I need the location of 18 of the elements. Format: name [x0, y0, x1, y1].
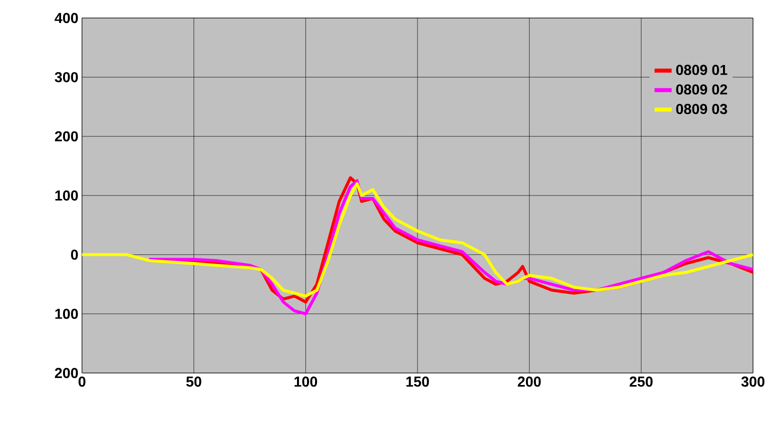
legend-label: 0809 02 — [676, 84, 728, 95]
x-tick-label: 300 — [741, 376, 764, 387]
x-tick-label: 150 — [406, 376, 429, 387]
y-tick-label: 300 — [54, 72, 78, 82]
x-tick-label: 200 — [518, 376, 541, 387]
x-tick-label: 250 — [630, 376, 653, 387]
x-tick-label: 50 — [186, 376, 202, 387]
y-tick-label: 100 — [55, 190, 78, 201]
legend-label: 0809 03 — [676, 104, 728, 114]
y-tick-label: 400 — [54, 12, 78, 24]
y-tick-label: 100 — [55, 308, 78, 319]
y-tick-label: 200 — [54, 131, 78, 142]
x-tick-label: 100 — [294, 376, 318, 387]
x-tick-label: 0 — [78, 376, 86, 387]
legend-label: 0809 01 — [676, 64, 728, 75]
line-series — [82, 182, 754, 298]
y-tick-label: 200 — [54, 368, 78, 378]
y-tick-label: 0 — [71, 250, 78, 260]
